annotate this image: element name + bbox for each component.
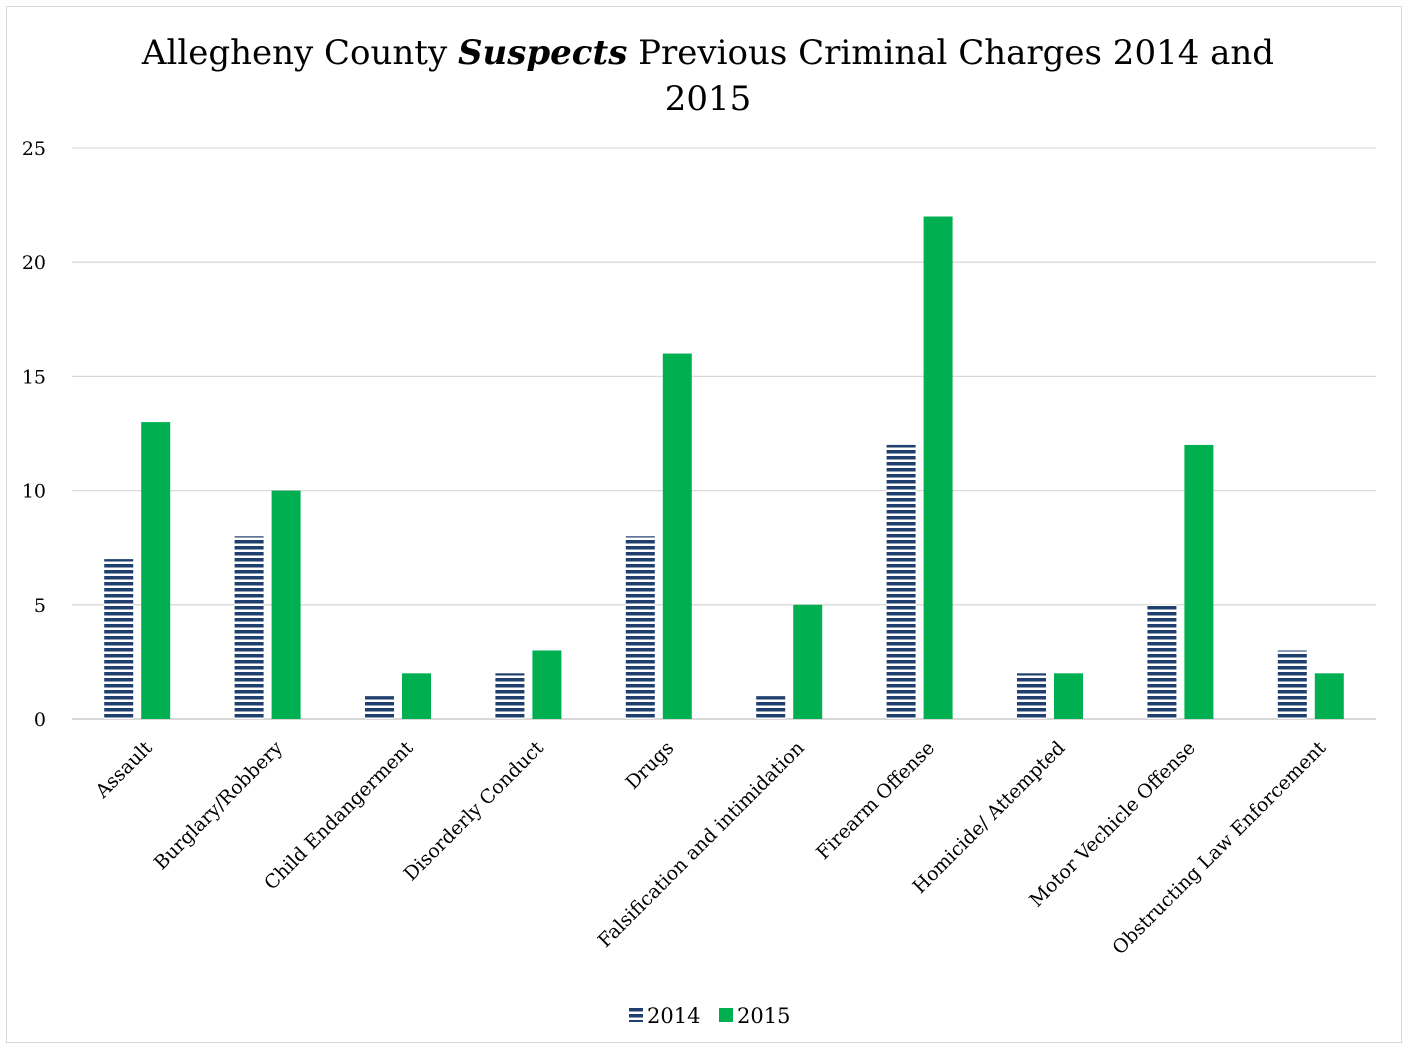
bar-2015-6 — [923, 216, 953, 719]
x-tick-label: Homicide/ Attempted — [908, 737, 1069, 898]
y-tick-label: 10 — [22, 481, 46, 503]
bar-2014-5 — [756, 696, 786, 719]
y-tick-label: 5 — [34, 595, 46, 617]
bar-2015-3 — [532, 650, 562, 719]
bar-2015-1 — [271, 490, 301, 719]
y-tick-label: 25 — [22, 138, 46, 160]
chart-title-suffix: Previous Criminal Charges 2014 and — [627, 33, 1275, 73]
bar-2014-3 — [495, 673, 525, 719]
bar-2014-9 — [1277, 650, 1307, 719]
legend-label: 2015 — [737, 1004, 790, 1028]
x-tick-label: Falsification and intimidation — [594, 737, 809, 952]
bar-2015-4 — [662, 353, 692, 719]
x-tick-label: Assault — [91, 737, 157, 803]
x-tick-label: Firearm Offense — [812, 737, 939, 864]
x-tick-label: Burglary/Robbery — [150, 737, 288, 875]
x-tick-label: Obstructing Law Enforcement — [1108, 737, 1330, 959]
bar-2014-7 — [1017, 673, 1046, 719]
y-tick-label: 15 — [22, 366, 46, 388]
bar-2015-9 — [1314, 673, 1344, 719]
chart-title-line2: 2015 — [664, 79, 752, 119]
bar-2015-5 — [793, 604, 823, 719]
y-tick-label: 0 — [34, 709, 46, 731]
bar-2015-7 — [1054, 673, 1083, 719]
y-tick-label: 20 — [22, 252, 46, 274]
chart-title-prefix: Allegheny County — [141, 33, 458, 73]
chart-title: Allegheny County Suspects Previous Crimi… — [0, 30, 1409, 122]
chart-frame — [6, 6, 1402, 1043]
gridlines — [72, 147, 1376, 720]
bar-2015-8 — [1184, 444, 1214, 719]
bar-2014-6 — [886, 444, 916, 719]
y-axis-ticks: 0 5 10 15 20 25 — [22, 138, 46, 731]
chart-title-emphasis: Suspects — [457, 33, 628, 73]
legend-swatch — [719, 1008, 733, 1022]
bar-2015-0 — [141, 422, 171, 719]
legend-label: 2014 — [647, 1004, 700, 1028]
x-tick-label: Drugs — [621, 737, 678, 794]
legend-item-2014: 2014 — [629, 1004, 700, 1028]
bar-2014-1 — [234, 536, 264, 719]
legend-swatch — [629, 1008, 643, 1022]
x-tick-label: Child Endangerment — [260, 737, 418, 895]
bar-2014-0 — [104, 559, 134, 719]
bar-2014-2 — [365, 696, 394, 719]
legend: 2014 2015 — [629, 1004, 790, 1028]
bar-2015-2 — [402, 673, 431, 719]
bar-2014-4 — [625, 536, 655, 719]
bars — [104, 216, 1344, 719]
legend-item-2015: 2015 — [719, 1004, 790, 1028]
x-tick-label: Disorderly Conduct — [400, 737, 549, 886]
bar-2014-8 — [1147, 604, 1177, 719]
